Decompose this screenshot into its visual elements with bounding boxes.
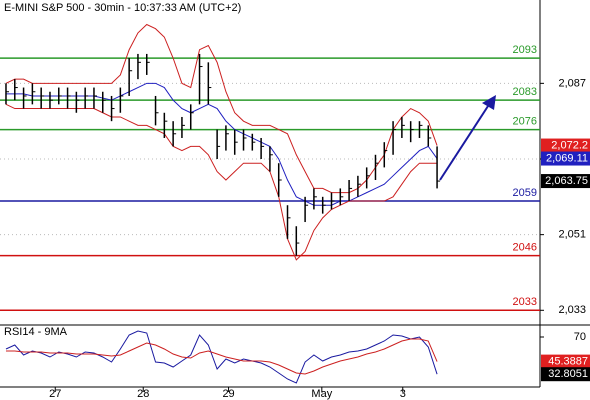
overlay-line bbox=[5, 103, 438, 261]
y-tick-label: 2,033 bbox=[558, 304, 586, 316]
price-marker bbox=[541, 138, 590, 153]
price-marker-label: 2,063.75 bbox=[545, 175, 588, 187]
level-label: 2033 bbox=[513, 296, 537, 308]
price-marker-label: 45.3887 bbox=[548, 356, 588, 368]
level-label: 2093 bbox=[513, 44, 537, 56]
price-marker bbox=[541, 367, 590, 382]
level-label: 2046 bbox=[513, 242, 537, 254]
rsi-title: RSI14 - 9MA bbox=[4, 326, 68, 338]
rsi-line bbox=[5, 338, 438, 375]
rsi-line bbox=[5, 330, 438, 384]
y-tick-label: 2,051 bbox=[558, 229, 586, 241]
price-marker bbox=[541, 174, 590, 189]
x-tick-label: 28 bbox=[137, 388, 149, 400]
x-tick-label: 3 bbox=[400, 388, 406, 400]
level-label: 2076 bbox=[513, 115, 537, 127]
price-marker-label: 32.8051 bbox=[548, 368, 588, 380]
x-tick-label: May bbox=[311, 388, 332, 400]
x-tick-label: 29 bbox=[222, 388, 234, 400]
level-label: 2083 bbox=[513, 86, 537, 98]
price-marker-label: 2,072.2 bbox=[551, 139, 588, 151]
price-marker-label: 2,069.11 bbox=[546, 152, 588, 164]
x-tick-label: 27 bbox=[49, 388, 61, 400]
overlay-line bbox=[5, 82, 438, 206]
y-tick-label: 70 bbox=[574, 331, 586, 343]
overlay-line bbox=[5, 23, 438, 194]
price-marker bbox=[541, 354, 590, 369]
level-label: 2059 bbox=[513, 187, 537, 199]
price-marker bbox=[541, 151, 590, 166]
y-tick-label: 2,087 bbox=[558, 77, 586, 89]
forecast-arrow bbox=[439, 95, 496, 181]
chart-title: E-MINI S&P 500 - 30min - 10:37:33 AM (UT… bbox=[4, 2, 241, 14]
